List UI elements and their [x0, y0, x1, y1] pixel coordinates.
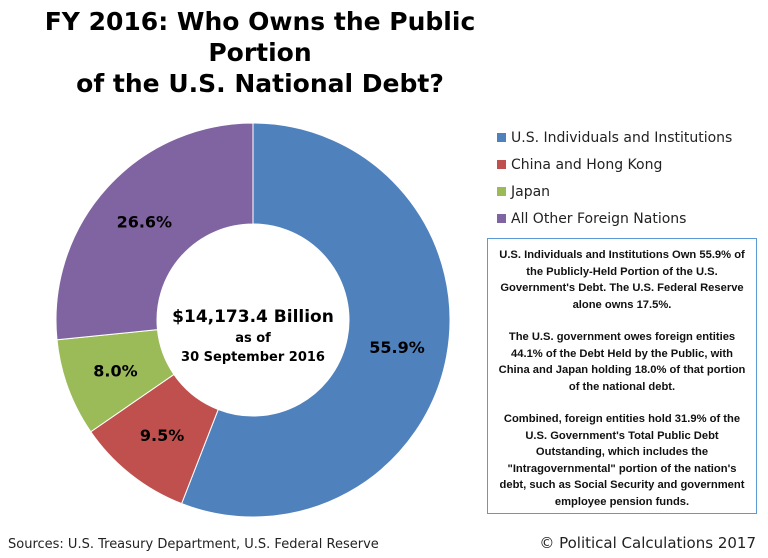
data-label: 8.0%: [93, 361, 137, 380]
legend-label: U.S. Individuals and Institutions: [511, 129, 733, 146]
donut-chart: 55.9% 9.5% 8.0% 26.6% $14,173.4 Billion as …: [55, 122, 451, 518]
legend-swatch: [497, 214, 506, 223]
legend-label: Japan: [511, 183, 551, 200]
sources: Sources: U.S. Treasury Department, U.S. …: [8, 537, 379, 552]
legend-swatch: [497, 160, 506, 169]
note-paragraph: Combined, foreign entities hold 31.9% of…: [499, 413, 745, 508]
legend-item: China and Hong Kong: [497, 151, 732, 178]
legend: U.S. Individuals and Institutions China …: [497, 124, 732, 232]
legend-item: All Other Foreign Nations: [497, 205, 732, 232]
annotation-box: U.S. Individuals and Institutions Own 55…: [487, 238, 757, 514]
legend-swatch: [497, 133, 506, 142]
legend-label: China and Hong Kong: [511, 156, 663, 173]
data-label: 26.6%: [117, 213, 173, 232]
slice-0: [180, 122, 451, 518]
center-asof: as of: [235, 331, 271, 346]
title-line-2: of the U.S. National Debt?: [76, 69, 444, 98]
data-label: 55.9%: [369, 338, 425, 357]
legend-label: All Other Foreign Nations: [511, 210, 687, 227]
legend-swatch: [497, 187, 506, 196]
legend-item: Japan: [497, 178, 732, 205]
note-paragraph: U.S. Individuals and Institutions Own 55…: [499, 249, 745, 311]
center-date: 30 September 2016: [181, 350, 325, 365]
note-paragraph: The U.S. government owes foreign entitie…: [498, 331, 746, 393]
copyright: © Political Calculations 2017: [539, 534, 756, 552]
chart-title: FY 2016: Who Owns the Public Portion of …: [0, 6, 520, 99]
slice-3: [55, 122, 254, 341]
center-total: $14,173.4 Billion: [172, 307, 334, 327]
data-label: 9.5%: [140, 426, 184, 445]
title-line-1: FY 2016: Who Owns the Public Portion: [44, 7, 476, 67]
legend-item: U.S. Individuals and Institutions: [497, 124, 732, 151]
